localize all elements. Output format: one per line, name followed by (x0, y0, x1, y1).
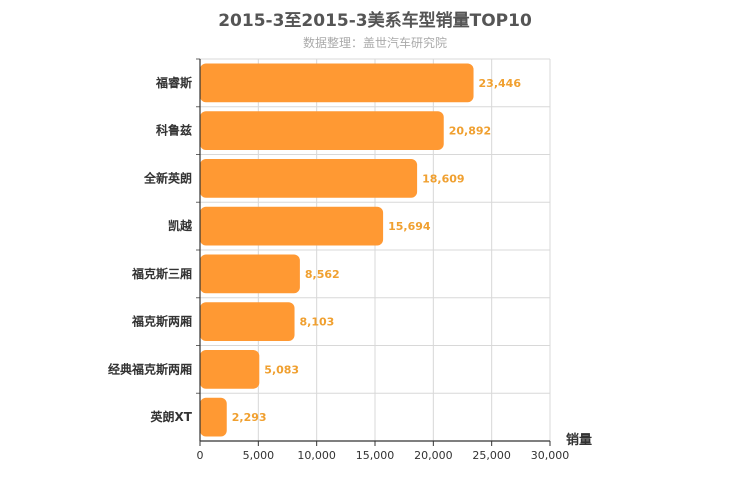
category-label: 福睿斯 (155, 75, 192, 90)
data-label: 23,446 (479, 77, 522, 90)
bar[interactable] (200, 302, 295, 341)
data-label: 8,562 (305, 268, 340, 281)
data-label: 20,892 (449, 125, 491, 138)
category-label: 英朗XT (151, 409, 193, 424)
category-label: 全新英朗 (143, 170, 192, 185)
category-label: 凯越 (168, 218, 193, 233)
bar[interactable] (200, 111, 444, 150)
x-tick-label: 10,000 (297, 449, 336, 462)
data-label: 2,293 (232, 411, 267, 424)
chart-title: 2015-3至2015-3美系车型销量TOP10 (218, 11, 532, 31)
bar[interactable] (200, 206, 384, 246)
x-tick-label: 20,000 (414, 449, 453, 462)
category-label: 福克斯三厢 (131, 266, 192, 281)
x-tick-label: 25,000 (472, 449, 511, 462)
bar[interactable] (200, 159, 418, 198)
bar[interactable] (200, 350, 260, 389)
x-tick-label: 0 (197, 449, 204, 462)
category-label: 福克斯两厢 (131, 314, 192, 329)
bars (200, 63, 474, 437)
bar[interactable] (200, 397, 227, 437)
x-tick-label: 15,000 (356, 449, 395, 462)
chart-subtitle: 数据整理：盖世汽车研究院 (302, 36, 447, 50)
category-label: 科鲁兹 (156, 123, 192, 138)
category-label: 经典福克斯两厢 (108, 361, 192, 376)
x-tick-label: 5,000 (243, 449, 275, 462)
data-label: 8,103 (300, 316, 335, 329)
data-label: 5,083 (264, 363, 299, 376)
bar[interactable] (200, 63, 474, 103)
bar[interactable] (200, 254, 300, 294)
data-label: 18,609 (422, 172, 464, 185)
labels: 23,446 福睿斯 20,892 科鲁兹 18,609 全新英朗 15,694 凯越 8,56… (108, 75, 592, 462)
x-axis-title: 销量 (566, 432, 592, 448)
x-tick-label: 30,000 (531, 449, 570, 462)
data-label: 15,694 (388, 220, 431, 233)
axes (196, 58, 551, 446)
